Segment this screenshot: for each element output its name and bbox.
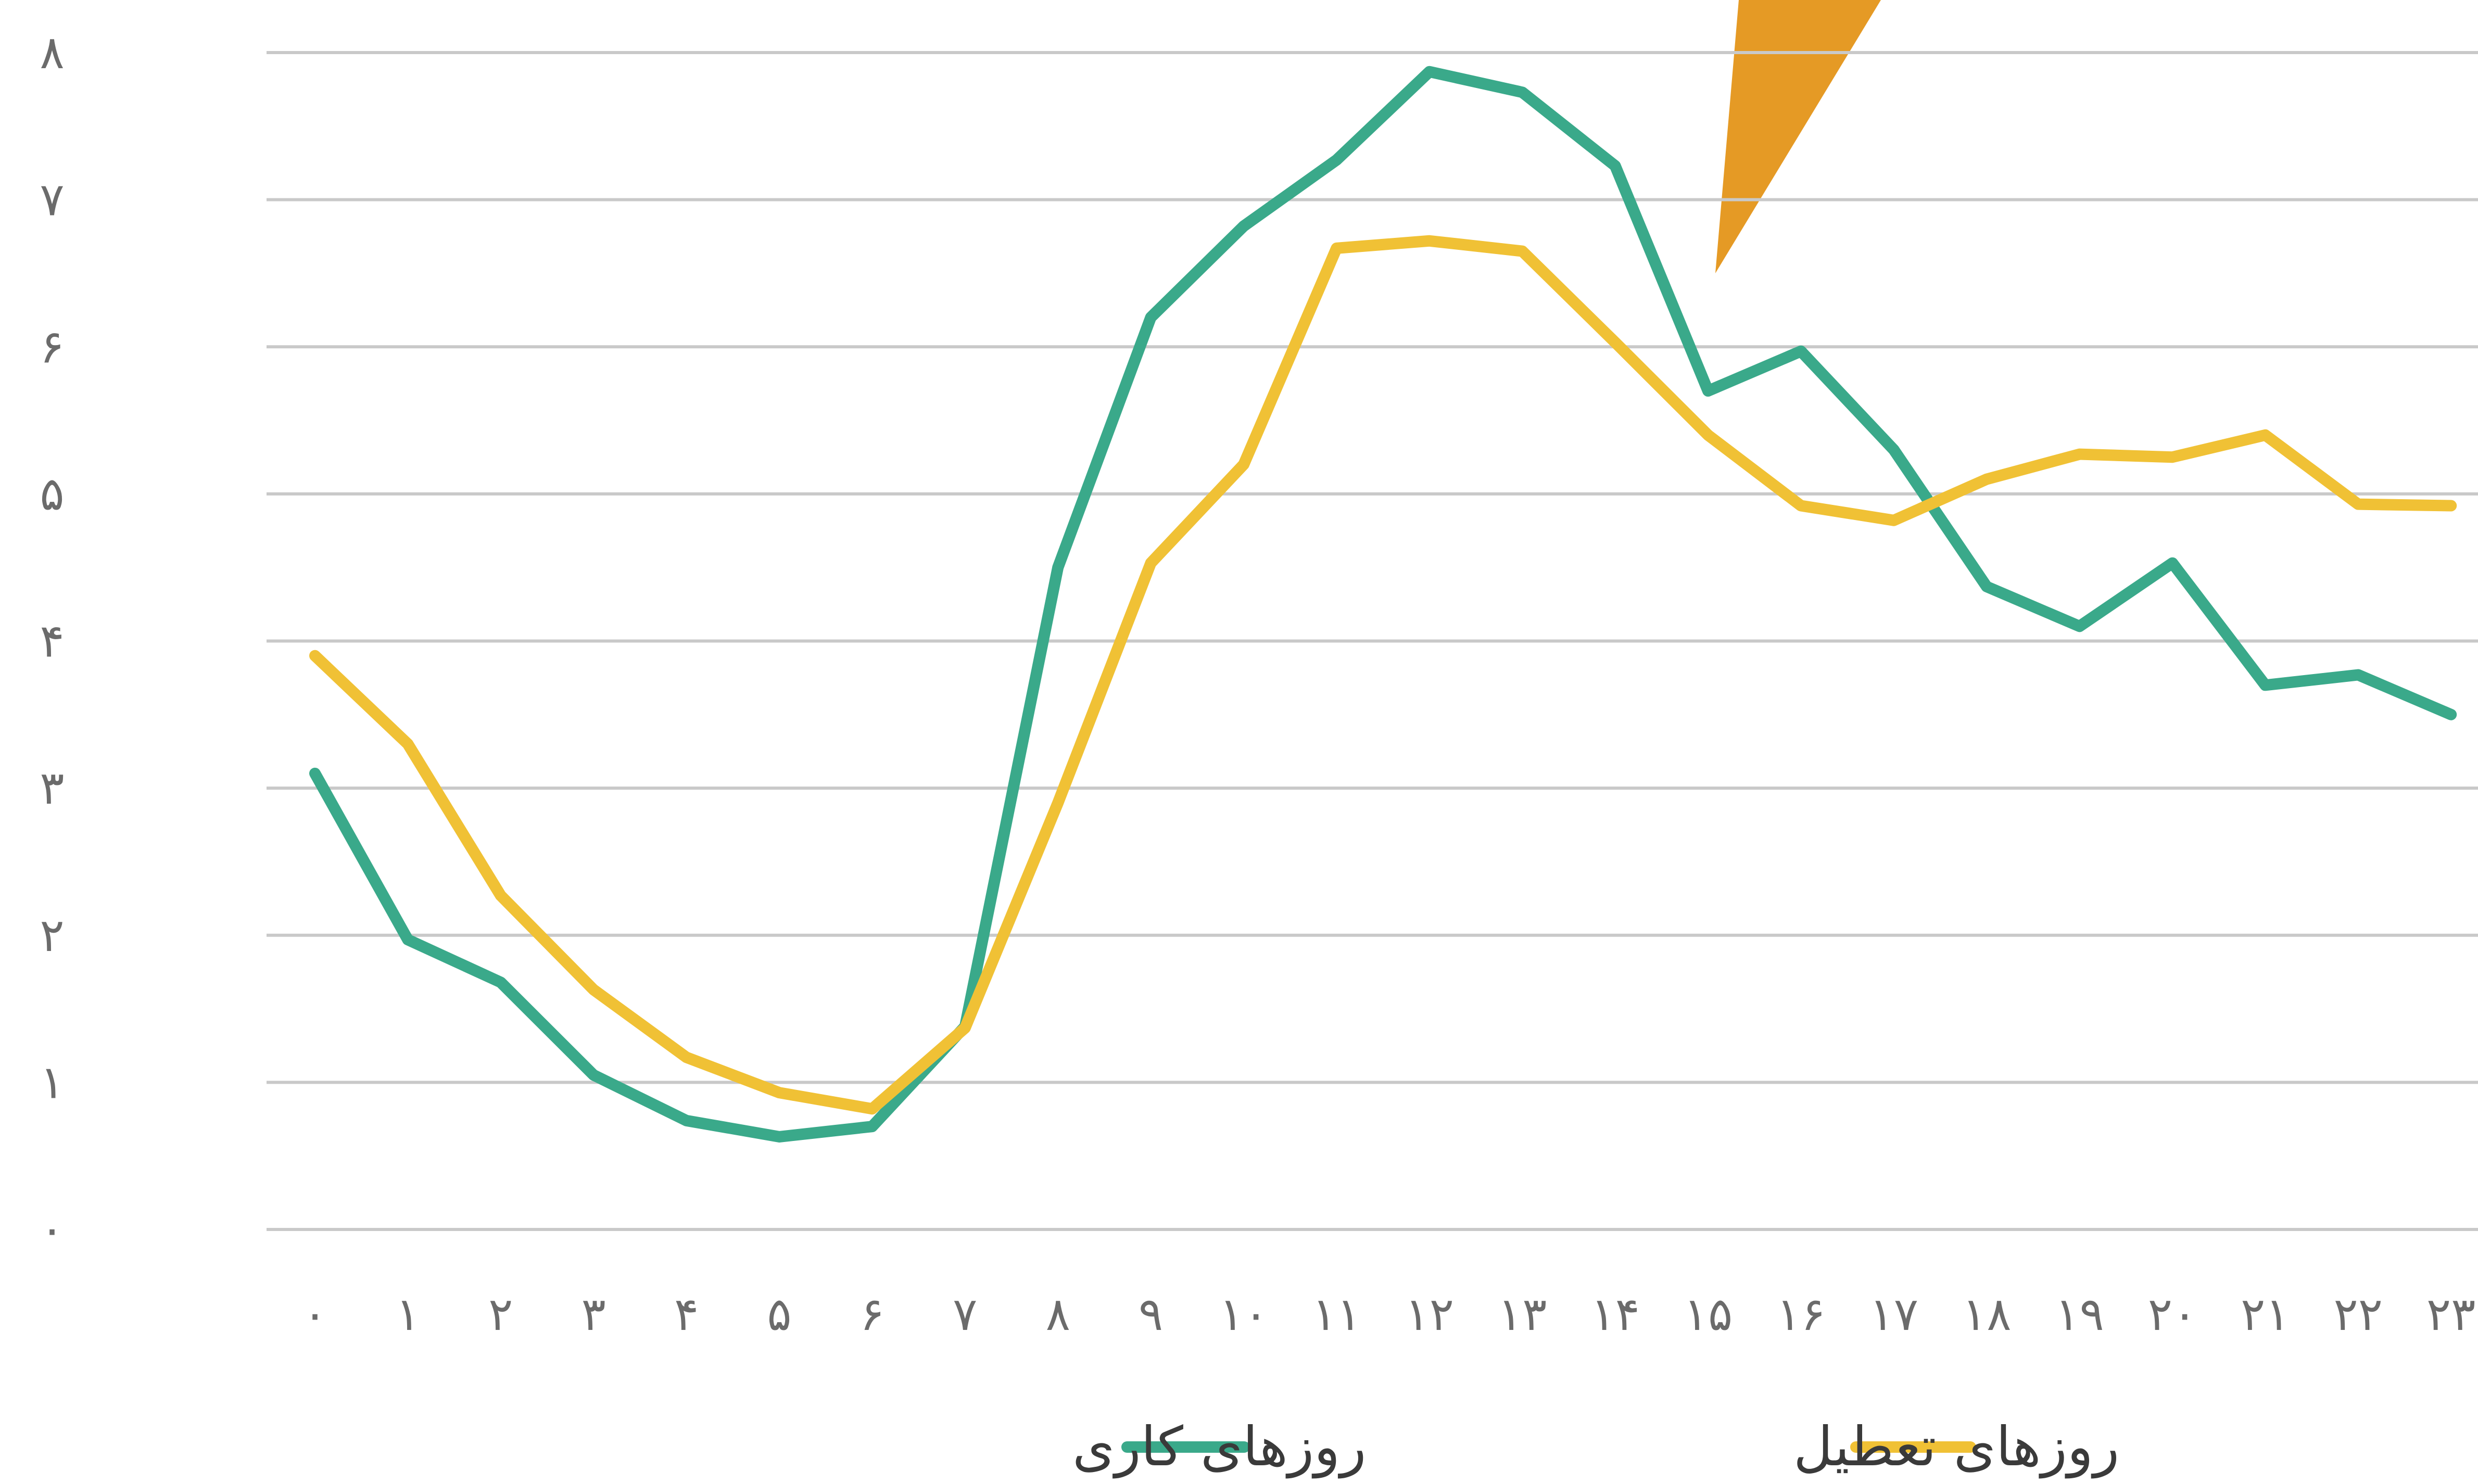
series-0-point: [2170, 561, 2174, 565]
legend: روزهای تعطیل روزهای کاری: [1072, 1415, 2119, 1479]
series-0-point: [1334, 158, 1339, 162]
x-tick-label: ۱۲: [1405, 1287, 1455, 1341]
series-0-point: [1613, 163, 1617, 168]
series-1-point: [1613, 340, 1617, 345]
series-1-point: [591, 987, 596, 992]
x-tick-label: ۲۰: [2148, 1287, 2197, 1341]
series-1-point: [2263, 433, 2268, 437]
series-0-point: [1242, 224, 1246, 229]
series-0-point: [313, 771, 317, 776]
x-tick-label: ۲۲: [2334, 1287, 2383, 1341]
series-0-point: [870, 1124, 875, 1129]
x-tick-label: ۱۶: [1776, 1287, 1826, 1341]
y-tick-label: ۸: [40, 26, 64, 79]
series-lines: [309, 66, 2457, 1143]
x-tick-label: ۱۰: [1219, 1287, 1269, 1341]
series-0-point: [1427, 69, 1432, 74]
series-1-point: [1334, 246, 1339, 250]
series-1-point: [1706, 433, 1710, 437]
series-0-point: [2449, 712, 2454, 717]
x-tick-label: ۱۱: [1312, 1287, 1361, 1341]
y-axis-ticks: ۰ ۱ ۲ ۳ ۴ ۵ ۶ ۷ ۸: [40, 26, 64, 1256]
series-1-point: [1520, 249, 1525, 253]
y-tick-label: ۳: [40, 761, 64, 815]
y-tick-label: ۱: [40, 1055, 64, 1109]
series-0-point: [1520, 90, 1525, 95]
legend-label: روزهای تعطیل: [1793, 1415, 2119, 1479]
x-tick-label: ۶: [860, 1287, 884, 1341]
x-axis-ticks: ۰ ۱ ۲ ۳ ۴ ۵ ۶ ۷ ۸ ۹ ۱۰ ۱۱ ۱۲ ۱۳ ۱۴ ۱۵ ۱۶ ۱۷ ۱۸ ۱۹ ۲۰ ۲۱ ۲۲ ۲۳: [302, 1287, 2475, 1341]
y-tick-label: ۲: [40, 908, 64, 962]
series-0-point: [591, 1073, 596, 1077]
series-1-point: [1148, 561, 1153, 565]
x-tick-label: ۱۹: [2055, 1287, 2104, 1341]
series-1-point: [2356, 502, 2360, 506]
x-tick-label: ۱۷: [1869, 1287, 1919, 1341]
series-0-point: [1891, 448, 1896, 452]
series-0-point: [1056, 565, 1060, 570]
series-1-point: [1056, 801, 1060, 805]
series-1-point: [2449, 503, 2454, 508]
x-tick-label: ۷: [953, 1287, 977, 1341]
series-1-point: [1984, 477, 1989, 481]
x-tick-label: ۱۴: [1590, 1287, 1640, 1341]
series-0-point: [1984, 584, 1989, 589]
x-tick-label: ۱۸: [1962, 1287, 2012, 1341]
series-1-point: [406, 742, 410, 746]
series-1-point: [777, 1090, 781, 1095]
series-1-point: [1891, 518, 1896, 523]
legend-label: روزهای کاری: [1072, 1415, 1366, 1479]
series-0-point: [684, 1118, 689, 1123]
y-tick-label: ۴: [40, 614, 64, 668]
series-1-point: [1427, 238, 1432, 243]
series-0-point: [1799, 349, 1803, 353]
gridlines: [267, 51, 2478, 1231]
x-tick-label: ۲۱: [2241, 1287, 2290, 1341]
series-1-point: [2170, 455, 2174, 460]
series-0-point: [406, 937, 410, 942]
series-0-point: [2263, 683, 2268, 688]
series-1-point: [1242, 462, 1246, 467]
y-tick-label: ۷: [40, 173, 64, 226]
x-tick-label: ۱۵: [1684, 1287, 1733, 1341]
series-1-point: [963, 1025, 967, 1030]
series-0-point: [2356, 673, 2360, 677]
series-1-point: [498, 893, 503, 898]
x-tick-label: ۱۳: [1498, 1287, 1547, 1341]
y-tick-label: ۶: [40, 320, 64, 373]
series-0-point: [2077, 624, 2082, 629]
x-tick-label: ۵: [767, 1287, 791, 1341]
x-tick-label: ۸: [1046, 1287, 1070, 1341]
series-0-point: [498, 980, 503, 985]
series-line-0: [309, 66, 2457, 1143]
series-1-point: [2077, 452, 2082, 456]
x-tick-label: ۳: [581, 1287, 606, 1341]
y-tick-label: ۵: [40, 467, 64, 521]
series-0-point: [777, 1134, 781, 1139]
series-1-point: [870, 1107, 875, 1111]
series-1-point: [684, 1055, 689, 1060]
x-tick-label: ۹: [1139, 1287, 1163, 1341]
x-tick-label: ۲۳: [2426, 1287, 2476, 1341]
series-1-point: [313, 653, 317, 658]
y-tick-label: ۰: [40, 1202, 64, 1256]
series-0-point: [1706, 389, 1710, 394]
x-tick-label: ۲: [488, 1287, 513, 1341]
x-tick-label: ۴: [674, 1287, 699, 1341]
x-tick-label: ۰: [302, 1287, 327, 1341]
series-line-1: [309, 235, 2457, 1115]
x-tick-label: ۱: [396, 1287, 420, 1341]
series-0-point: [1148, 315, 1153, 320]
series-1-point: [1799, 503, 1803, 508]
orange-triangle-decoration: [1715, 0, 1881, 273]
